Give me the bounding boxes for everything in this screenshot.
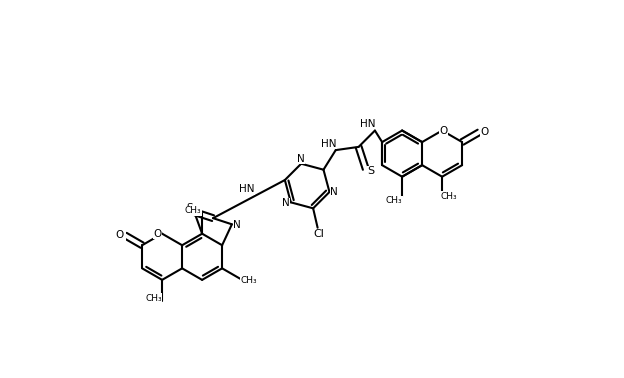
Text: CH₃: CH₃	[185, 206, 202, 215]
Text: Cl: Cl	[313, 229, 324, 239]
Text: CH₃: CH₃	[241, 276, 257, 285]
Text: CH₃: CH₃	[145, 294, 162, 303]
Text: CH₃: CH₃	[386, 196, 402, 205]
Text: HN: HN	[321, 139, 337, 149]
Text: O: O	[480, 127, 489, 137]
Text: HN: HN	[239, 184, 254, 194]
Text: O: O	[116, 231, 124, 240]
Text: N: N	[331, 187, 338, 197]
Text: N: N	[297, 153, 305, 164]
Text: N: N	[282, 198, 290, 208]
Text: N: N	[233, 220, 241, 231]
Text: S: S	[368, 166, 374, 176]
Text: O: O	[439, 125, 448, 136]
Text: HN: HN	[361, 119, 376, 129]
Text: O: O	[154, 229, 162, 239]
Text: CH₃: CH₃	[441, 192, 457, 200]
Text: S: S	[187, 203, 193, 212]
